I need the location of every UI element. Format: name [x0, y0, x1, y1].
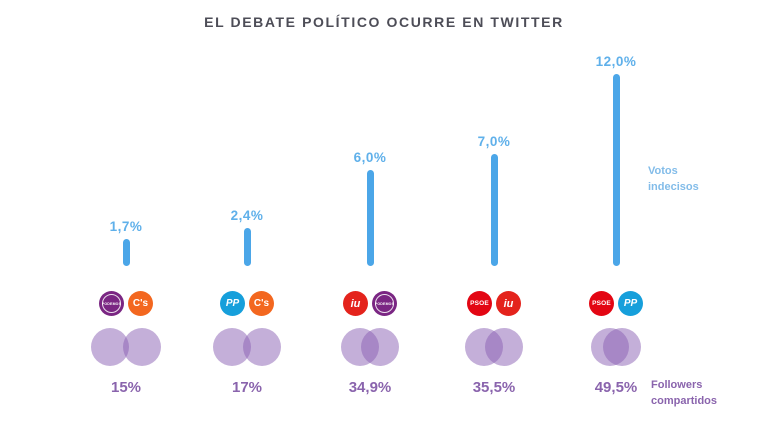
bar-group: 2,4% PP C's 17%	[187, 0, 307, 432]
party-logo-pair: iu PODEMOS	[310, 291, 430, 316]
venn-value-label: 49,5%	[594, 379, 638, 396]
pp-logo-icon: PP	[618, 291, 643, 316]
podemos-logo-icon: PODEMOS	[99, 291, 124, 316]
bar-value-label: 7,0%	[477, 134, 511, 149]
party-logo-pair: PSOE PP	[556, 291, 676, 316]
venn-circle-right	[243, 328, 281, 366]
votos-indecisos-bar	[490, 154, 498, 266]
bar-group: 12,0% PSOE PP 49,5%	[556, 0, 676, 432]
iu-logo-icon: iu	[496, 291, 521, 316]
venn-circle-left	[91, 328, 129, 366]
ciudadanos-logo-icon: C's	[249, 291, 274, 316]
votos-indecisos-bar	[122, 238, 130, 266]
venn-circle-right	[361, 328, 399, 366]
followers-compartidos-label: Followers compartidos	[651, 379, 718, 407]
ciudadanos-logo-icon: C's	[128, 291, 153, 316]
venn-value-label: 35,5%	[472, 379, 516, 396]
party-logo-pair: PODEMOS C's	[66, 291, 186, 316]
party-logo-pair: PSOE iu	[434, 291, 554, 316]
venn-circle-right	[603, 328, 641, 366]
bar-value-label: 2,4%	[230, 207, 264, 223]
votos-indecisos-bar	[243, 227, 251, 266]
venn-circle-right	[485, 328, 523, 366]
venn-value-label: 15%	[110, 379, 142, 396]
pp-logo-icon: PP	[220, 291, 245, 316]
venn-value-label: 17%	[231, 379, 263, 396]
votos-indecisos-bar	[366, 170, 374, 266]
bar-group: 6,0% iu PODEMOS 34,9%	[310, 0, 430, 432]
bar-value-label: 6,0%	[353, 150, 387, 165]
venn-value-label: 34,9%	[348, 379, 392, 396]
bar-group: 7,0% PSOE iu 35,5%	[434, 0, 554, 432]
chart-title: EL DEBATE POLÍTICO OCURRE EN TWITTER	[204, 14, 564, 30]
psoe-logo-icon: PSOE	[589, 291, 614, 316]
votos-indecisos-bar	[612, 74, 620, 266]
party-logo-pair: PP C's	[187, 291, 307, 316]
bar-group: 1,7% PODEMOS C's 15%	[66, 0, 186, 432]
bar-value-label: 1,7%	[109, 218, 143, 234]
psoe-logo-icon: PSOE	[467, 291, 492, 316]
podemos-logo-icon: PODEMOS	[372, 291, 397, 316]
bar-value-label: 12,0%	[595, 54, 637, 69]
iu-logo-icon: iu	[343, 291, 368, 316]
votos-indecisos-label: Votos indecisos	[648, 165, 699, 193]
venn-circle-right	[123, 328, 161, 366]
